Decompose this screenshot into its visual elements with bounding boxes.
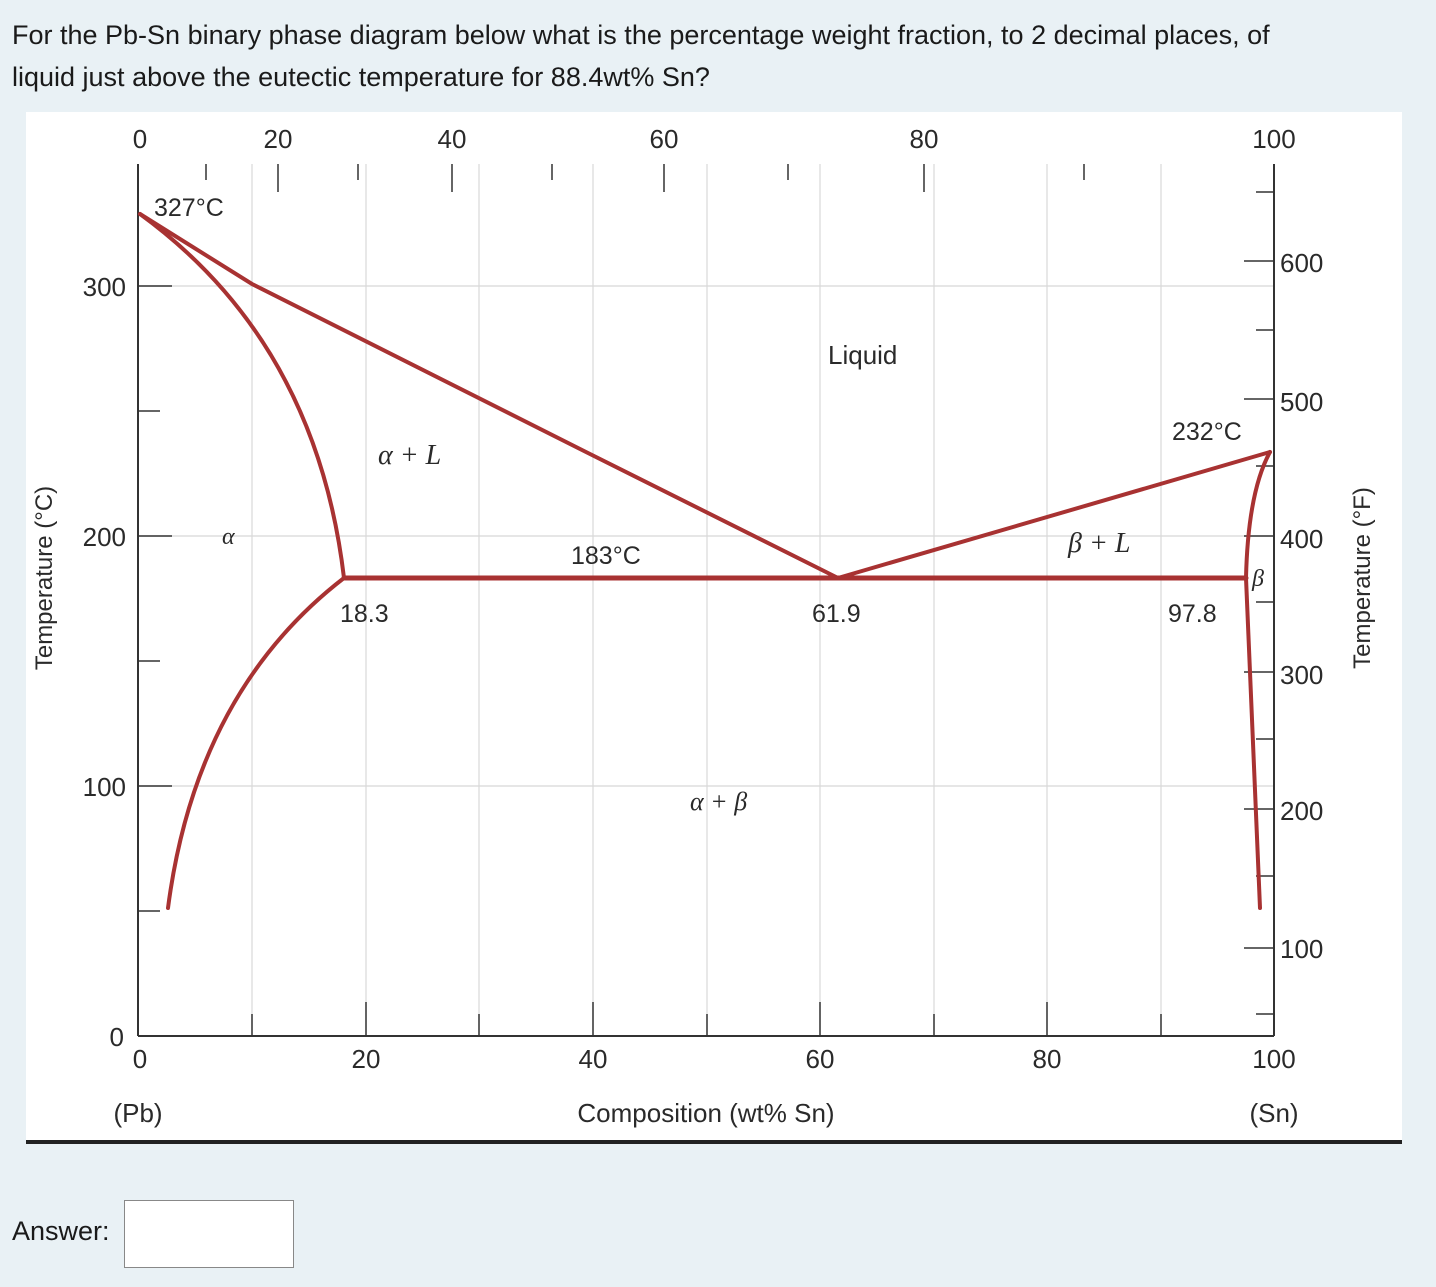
left-tick-300: 300 [83,272,126,302]
right-tick-100: 100 [1280,934,1323,964]
top-tick-40: 40 [438,124,467,154]
bottom-tick-40: 40 [579,1044,608,1074]
beta-region-label: β [1251,566,1264,592]
left-axis-labels: 0 100 200 300 [83,272,126,1052]
pb-melting-point-label: 327°C [154,194,224,222]
bottom-ticks [251,1002,1162,1036]
y-axis-right-title: Temperature (°F) [1349,487,1376,669]
answer-label: Answer: [12,1216,110,1246]
right-tick-600: 600 [1280,248,1323,278]
alpha-plus-beta-label: α + β [690,787,747,816]
section-divider [26,1140,1402,1144]
right-tick-200: 200 [1280,796,1323,826]
grid-lines [138,164,1274,1036]
annotations: 327°C 232°C 183°C 18.3 61.9 97.8 [154,194,1242,628]
alpha-solidus [138,212,346,580]
question-line-1: For the Pb-Sn binary phase diagram below… [12,20,1270,50]
beta-limit-label: 97.8 [1168,600,1217,628]
bottom-tick-60: 60 [806,1044,835,1074]
bottom-tick-0: 0 [133,1044,147,1074]
alpha-plus-liquid-label: α + L [378,440,441,471]
phase-diagram-figure: 0 20 40 60 80 100 0 20 40 60 80 100 (Pb)… [26,112,1402,1142]
top-tick-20: 20 [264,124,293,154]
liquid-region-label: Liquid [828,340,897,370]
bottom-tick-80: 80 [1033,1044,1062,1074]
liquidus-left [138,212,840,580]
top-tick-0: 0 [133,124,147,154]
x-axis-title: Composition (wt% Sn) [577,1098,834,1128]
alpha-solvus [166,576,346,910]
plot-frame [137,164,1275,1037]
sn-melting-point-label: 232°C [1172,418,1242,446]
top-axis-labels: 0 20 40 60 80 100 [133,124,1296,154]
eutectic-temperature-label: 183°C [571,542,641,570]
left-tick-200: 200 [83,522,126,552]
alpha-region-label: α [222,524,235,550]
sn-end-label: (Sn) [1249,1098,1298,1128]
eutectic-composition-label: 61.9 [812,600,861,628]
top-tick-80: 80 [910,124,939,154]
left-tick-0: 0 [110,1022,124,1052]
answer-input[interactable] [124,1200,294,1268]
bottom-axis-labels: 0 20 40 60 80 100 (Pb) Composition (wt% … [113,1044,1298,1128]
right-tick-300: 300 [1280,660,1323,690]
question-line-2: liquid just above the eutectic temperatu… [12,62,710,92]
right-axis-labels: 100 200 300 400 500 600 [1280,248,1323,964]
question-text: For the Pb-Sn binary phase diagram below… [12,14,1412,98]
beta-plus-liquid-label: β + L [1067,528,1130,559]
bottom-tick-100: 100 [1252,1044,1295,1074]
liquidus-right [836,450,1272,580]
bottom-tick-20: 20 [352,1044,381,1074]
right-tick-500: 500 [1280,387,1323,417]
top-ticks [205,164,1085,192]
top-tick-60: 60 [650,124,679,154]
left-tick-100: 100 [83,772,126,802]
left-ticks [138,285,172,912]
phase-boundaries [138,212,1272,910]
y-axis-left-title: Temperature (°C) [31,486,58,670]
beta-solvus [1244,576,1262,910]
top-tick-100: 100 [1252,124,1295,154]
right-tick-400: 400 [1280,524,1323,554]
pb-end-label: (Pb) [113,1098,162,1128]
phase-diagram: 0 20 40 60 80 100 0 20 40 60 80 100 (Pb)… [31,124,1376,1128]
beta-solidus [1244,450,1272,580]
alpha-limit-label: 18.3 [340,600,389,628]
